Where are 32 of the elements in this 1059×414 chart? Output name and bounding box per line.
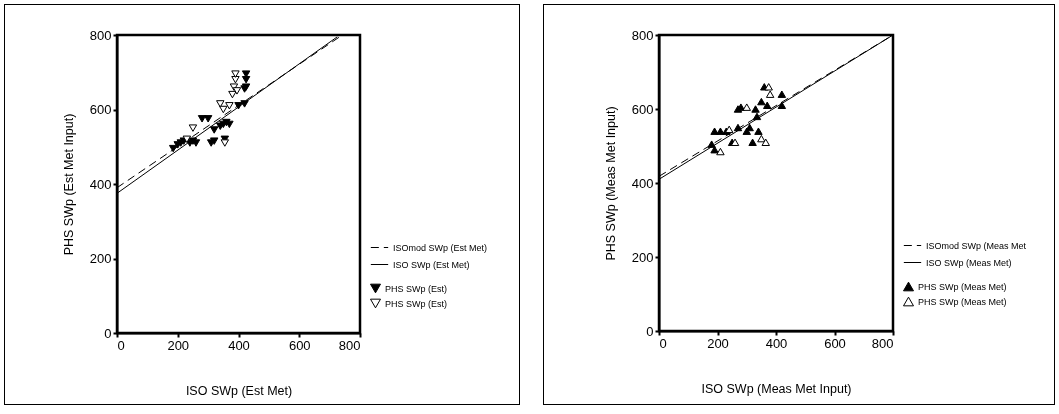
y-tick-label: 400 <box>89 176 112 192</box>
legend-label: PHS SWp (Est) <box>385 298 448 309</box>
y-tick-label: 200 <box>631 249 654 265</box>
legend-label: ISOmod SWp (Est Met) <box>393 242 488 253</box>
x-tick-label: 400 <box>765 335 788 351</box>
y-tick-label: 200 <box>89 251 112 266</box>
x-tick-label: 400 <box>228 337 250 353</box>
x-tick-label: 200 <box>707 335 729 351</box>
legend-label: ISO SWp (Est Met) <box>393 259 470 270</box>
y-tick-label: 0 <box>104 325 112 341</box>
x-tick-label: 600 <box>288 337 311 353</box>
y-tick-label: 800 <box>89 27 112 43</box>
x-tick-label: 0 <box>117 337 125 353</box>
y-axis-title: PHS SWp (Meas Met Input) <box>603 106 618 261</box>
x-tick-label: 0 <box>659 335 667 351</box>
x-tick-label: 600 <box>824 335 846 351</box>
y-tick-label: 400 <box>631 175 654 191</box>
y-tick-label: 600 <box>89 102 112 117</box>
x-tick-label: 800 <box>338 337 361 353</box>
legend-label: ISOmod SWp (Meas Met <box>926 240 1027 251</box>
x-tick-label: 200 <box>167 337 190 353</box>
x-tick-label: 800 <box>871 335 894 351</box>
y-tick-label: 600 <box>631 101 654 117</box>
legend-label: PHS SWp (Meas Met) <box>918 281 1007 292</box>
y-tick-label: 800 <box>631 27 654 43</box>
y-axis-title: PHS SWp (Est Met Input) <box>61 113 76 256</box>
legend-label: ISO SWp (Meas Met) <box>926 257 1012 268</box>
x-axis-title: ISO SWp (Est Met) <box>185 383 293 398</box>
x-axis-title: ISO SWp (Meas Met Input) <box>701 381 852 396</box>
y-tick-label: 0 <box>646 323 654 339</box>
legend-label: PHS SWp (Meas Met) <box>918 296 1007 307</box>
legend-label: PHS SWp (Est) <box>385 283 448 294</box>
